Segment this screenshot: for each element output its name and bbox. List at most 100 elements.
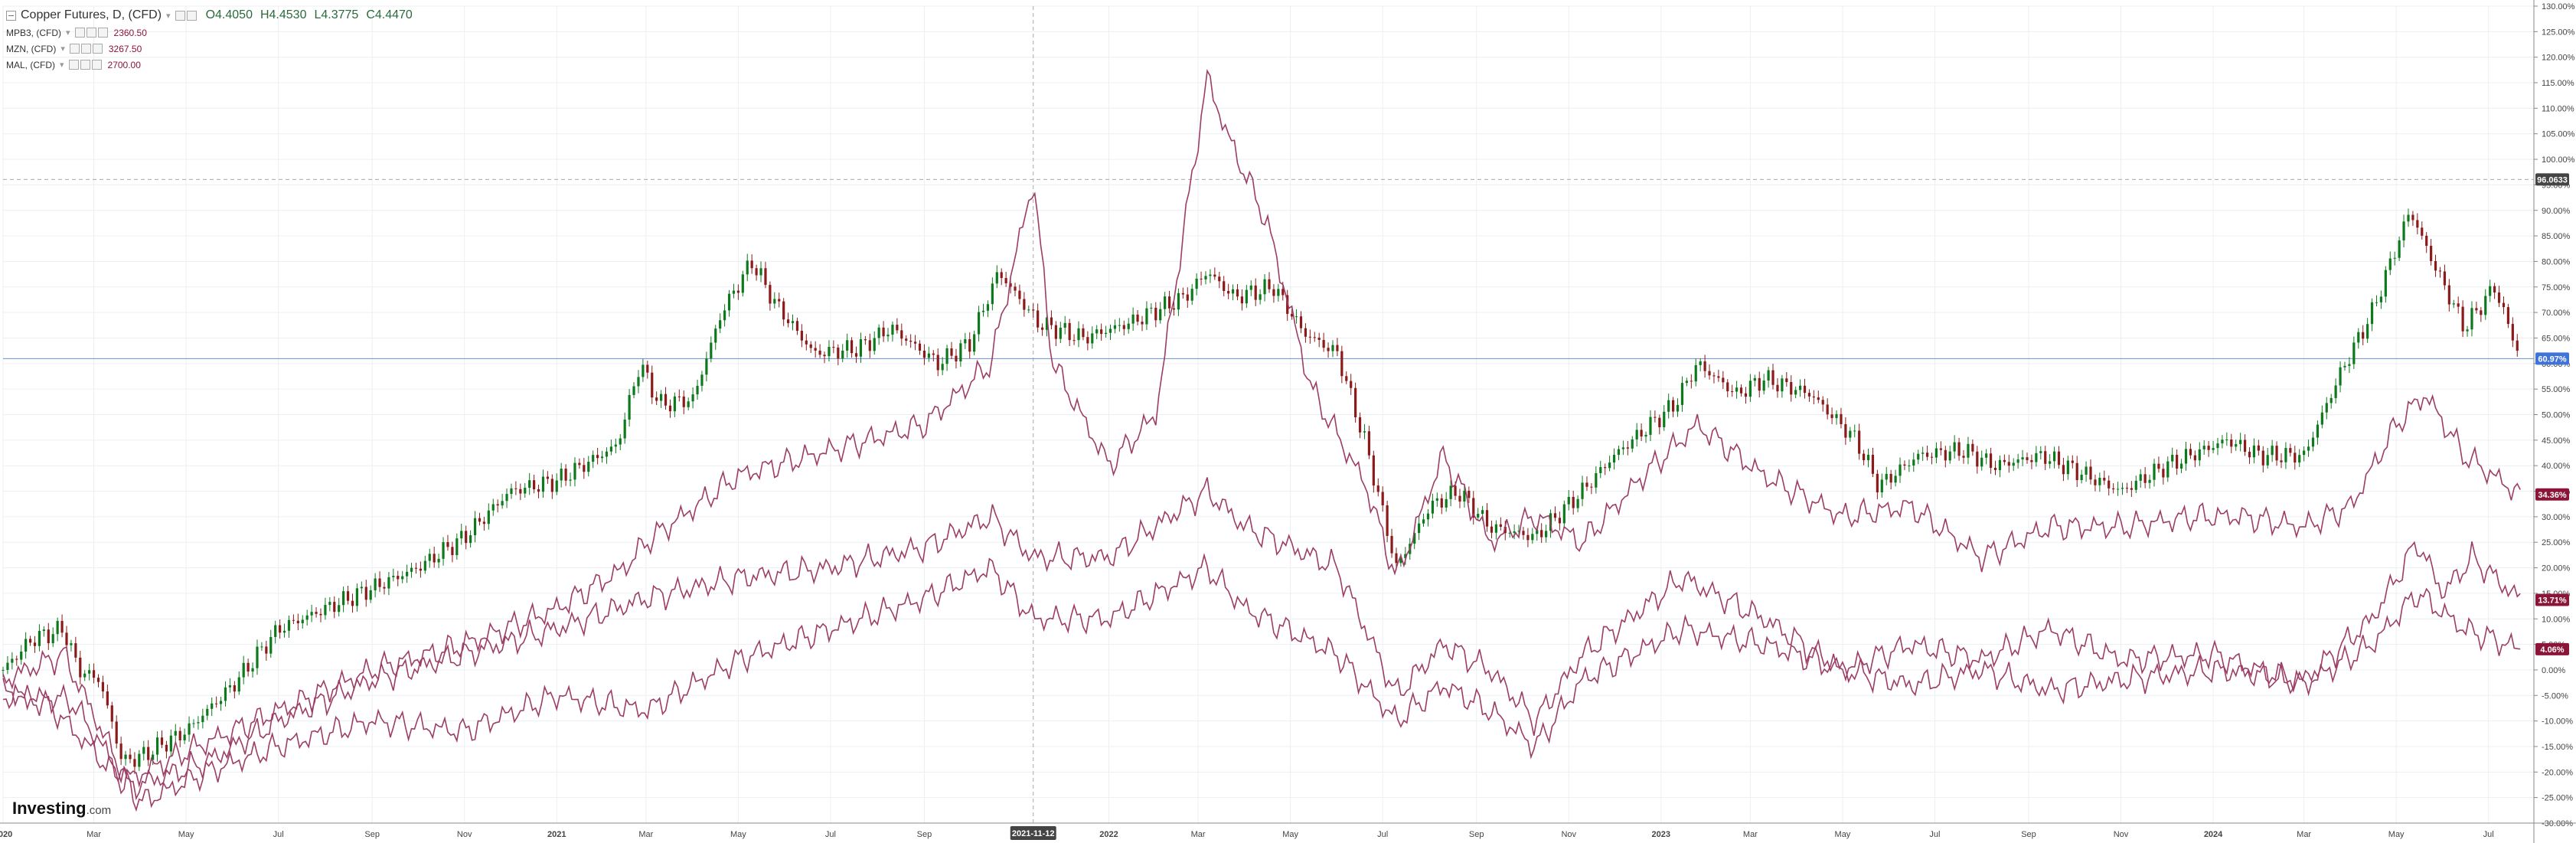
hide-icon[interactable]	[186, 10, 197, 21]
collapse-icon[interactable]	[6, 10, 16, 21]
candle-body	[2066, 460, 2069, 475]
x-tick-label: Sep	[364, 830, 380, 839]
candle-body	[2466, 329, 2469, 332]
candle-body	[659, 394, 663, 401]
candle-body	[687, 401, 690, 407]
candle-body	[1631, 439, 1634, 449]
close-icon[interactable]	[92, 44, 103, 54]
candle-body	[374, 578, 377, 590]
candle-body	[818, 350, 821, 355]
candle-body	[2189, 449, 2192, 456]
candle-body	[1939, 448, 1942, 450]
candle-body	[1739, 387, 1743, 394]
candle-body	[1177, 292, 1180, 310]
close-icon[interactable]	[91, 60, 102, 70]
x-tick-label: 2022	[1099, 830, 1118, 839]
hide-icon[interactable]	[86, 28, 96, 38]
candle-body	[2311, 437, 2315, 447]
candle-body	[823, 355, 826, 357]
candle-body	[555, 480, 558, 492]
candle-body	[1422, 519, 1425, 524]
candle-body	[2348, 364, 2351, 366]
y-tick-label: 10.00%	[2542, 615, 2571, 624]
candle-body	[20, 652, 23, 660]
candle-body	[2434, 260, 2437, 271]
candle-body	[178, 730, 181, 740]
price-badge-label: 4.06%	[2540, 645, 2564, 655]
candle-body	[2049, 461, 2052, 464]
candle-body	[88, 670, 91, 674]
candle-body	[2248, 451, 2251, 458]
candle-body	[1826, 404, 1829, 415]
x-tick-label: Sep	[917, 830, 932, 839]
candle-body	[1195, 279, 1198, 289]
dropdown-arrow-icon[interactable]: ▾	[66, 28, 70, 38]
candle-body	[605, 451, 609, 457]
candle-body	[1654, 417, 1657, 418]
dropdown-arrow-icon[interactable]: ▾	[60, 60, 64, 70]
candle-body	[1440, 498, 1443, 508]
candle-body	[764, 268, 767, 286]
candle-body	[714, 328, 717, 343]
candle-body	[1499, 524, 1502, 528]
candle-body	[1477, 514, 1480, 518]
candle-body	[129, 754, 132, 760]
candle-body	[1381, 492, 1384, 505]
x-tick-label: Mar	[638, 830, 653, 839]
candle-body	[778, 299, 781, 302]
settings-icon[interactable]	[68, 60, 79, 70]
candle-body	[977, 312, 981, 335]
candle-body	[578, 462, 581, 466]
candle-body	[2375, 302, 2378, 303]
candle-body	[809, 344, 812, 348]
candle-body	[328, 602, 331, 606]
candle-body	[1712, 375, 1716, 377]
legend-low: L4.3775	[314, 8, 359, 21]
x-tick-label: Jul	[825, 830, 836, 839]
candle-body	[115, 721, 118, 744]
y-tick-label: -20.00%	[2542, 768, 2573, 777]
close-icon[interactable]	[97, 28, 108, 38]
candle-body	[1817, 397, 1820, 400]
candle-body	[1268, 279, 1271, 289]
candle-body	[841, 350, 844, 359]
settings-icon[interactable]	[69, 44, 80, 54]
candle-body	[1050, 317, 1053, 325]
candle-body	[519, 488, 522, 494]
candle-body	[2502, 302, 2506, 308]
candle-body	[106, 691, 109, 706]
x-tick-label: Nov	[2114, 830, 2129, 839]
candle-body	[623, 419, 626, 439]
legend-series-row: MPB3, (CFD) ▾ 2360.50	[6, 25, 413, 41]
candle-body	[1113, 325, 1117, 329]
candle-body	[2289, 448, 2292, 453]
candle-body	[1040, 327, 1044, 330]
price-badge-label: 34.36%	[2538, 491, 2567, 500]
candle-body	[1776, 384, 1779, 392]
candle-body	[837, 347, 840, 359]
candle-body	[1122, 325, 1125, 329]
candle-body	[1604, 467, 1607, 469]
hide-icon[interactable]	[80, 44, 91, 54]
candle-body	[550, 479, 553, 492]
candle-body	[2130, 488, 2133, 490]
hide-icon[interactable]	[80, 60, 90, 70]
candle-body	[2325, 403, 2328, 413]
candle-body	[446, 542, 449, 547]
candle-body	[1037, 310, 1040, 328]
candle-body	[1223, 281, 1226, 292]
candle-body	[1317, 338, 1321, 340]
candle-body	[1190, 289, 1193, 301]
candle-body	[1708, 371, 1711, 376]
candle-body	[2284, 448, 2287, 462]
dropdown-arrow-icon[interactable]: ▾	[60, 44, 65, 54]
candle-body	[2057, 451, 2061, 466]
settings-icon[interactable]	[175, 10, 185, 21]
candle-body	[1998, 459, 2002, 471]
candle-body	[1558, 518, 1561, 524]
dropdown-arrow-icon[interactable]: ▾	[166, 11, 171, 21]
candle-body	[1077, 328, 1080, 341]
settings-icon[interactable]	[74, 28, 85, 38]
candle-body	[1658, 417, 1661, 427]
